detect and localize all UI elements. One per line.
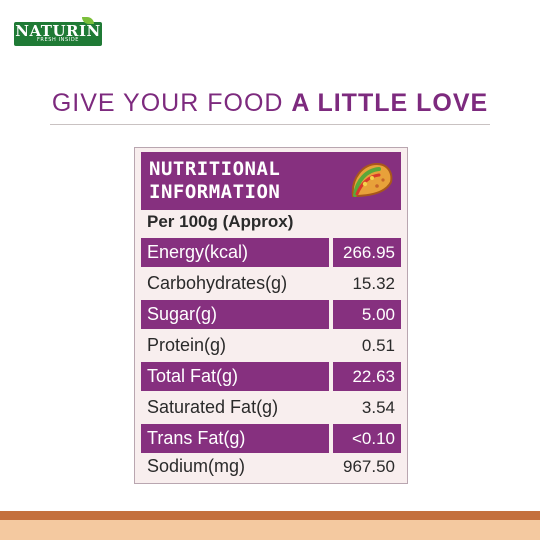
table-row: Carbohydrates(g) 15.32 bbox=[141, 269, 401, 298]
row-value: <0.10 bbox=[333, 424, 401, 453]
table-row: Energy(kcal) 266.95 bbox=[141, 238, 401, 267]
row-value: 3.54 bbox=[361, 398, 395, 417]
headline: GIVE YOUR FOOD A LITTLE LOVE bbox=[0, 88, 540, 118]
row-label: Sugar(g) bbox=[141, 300, 329, 329]
row-label: Energy(kcal) bbox=[141, 238, 329, 267]
table-row: Saturated Fat(g) 3.54 bbox=[141, 393, 401, 422]
table-row: Total Fat(g) 22.63 bbox=[141, 362, 401, 391]
row-label: Carbohydrates(g) bbox=[147, 273, 288, 293]
naturin-logo: NATURIN FRESH INSIDE bbox=[14, 17, 102, 46]
row-value: 266.95 bbox=[333, 238, 401, 267]
nutrition-card: NUTRITIONAL INFORMATION Per 100g (Approx… bbox=[134, 147, 408, 484]
headline-regular: GIVE YOUR FOOD bbox=[51, 89, 292, 117]
row-label: Trans Fat(g) bbox=[141, 424, 329, 453]
row-value: 15.32 bbox=[352, 274, 395, 293]
card-title-line2: INFORMATION bbox=[149, 181, 281, 203]
divider bbox=[50, 124, 490, 125]
row-value: 967.50 bbox=[343, 457, 395, 476]
row-label: Protein(g) bbox=[147, 335, 227, 355]
taco-icon bbox=[351, 162, 393, 198]
headline-bold: A LITTLE LOVE bbox=[291, 89, 489, 117]
card-title-line1: NUTRITIONAL bbox=[149, 158, 281, 180]
table-row: Trans Fat(g) <0.10 bbox=[141, 424, 401, 453]
row-value: 5.00 bbox=[333, 300, 401, 329]
leaf-icon bbox=[82, 17, 94, 24]
row-label: Saturated Fat(g) bbox=[147, 397, 279, 417]
table-row: Protein(g) 0.51 bbox=[141, 331, 401, 360]
card-header: NUTRITIONAL INFORMATION bbox=[141, 152, 401, 210]
row-value: 0.51 bbox=[361, 336, 395, 355]
row-label: Total Fat(g) bbox=[141, 362, 329, 391]
row-value: 22.63 bbox=[333, 362, 401, 391]
per-serving-label: Per 100g (Approx) bbox=[147, 212, 294, 231]
logo-tagline: FRESH INSIDE bbox=[36, 37, 80, 43]
footer-band-dark bbox=[0, 511, 540, 520]
table-row: Sugar(g) 5.00 bbox=[141, 300, 401, 329]
table-row: Sodium(mg) 967.50 bbox=[141, 452, 401, 481]
footer-band-light bbox=[0, 520, 540, 540]
card-title: NUTRITIONAL INFORMATION bbox=[149, 158, 319, 204]
row-label: Sodium(mg) bbox=[147, 456, 246, 476]
logo-word: NATURIN bbox=[15, 22, 101, 40]
